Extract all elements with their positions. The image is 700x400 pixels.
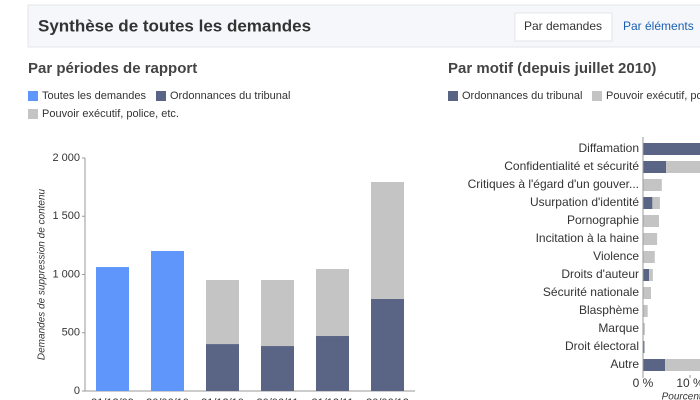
chart-title: Par périodes de rapport — [28, 60, 197, 77]
y-tick-label: 0 — [74, 385, 80, 397]
x-tick-label: 31/12/09 — [91, 397, 134, 400]
bar-segment — [96, 267, 129, 391]
legend-swatch — [156, 91, 166, 101]
bar-segment — [643, 251, 655, 263]
bar-segment — [666, 161, 700, 173]
legend-label: Pouvoir exécutif, police, etc. — [606, 90, 700, 102]
page-title: Synthèse de toutes les demandes — [38, 16, 311, 35]
legend-swatch — [592, 91, 602, 101]
bar-segment — [316, 336, 349, 391]
bar-segment — [261, 346, 294, 391]
bar-segment — [371, 181, 404, 299]
legend-label: Pouvoir exécutif, police, etc. — [42, 108, 179, 120]
chart-title: Par motif (depuis juillet 2010) — [448, 60, 656, 77]
bar-segment — [643, 323, 645, 335]
bar-segment — [643, 161, 667, 173]
tab-active[interactable] — [514, 12, 613, 42]
x-tick-label: 31/12/11 — [311, 397, 353, 400]
bar-segment — [643, 269, 650, 281]
bar-segment — [643, 179, 662, 191]
bar-segment — [643, 287, 651, 299]
x-tick-label: 30/06/10 — [146, 397, 189, 400]
category-label: Sécurité nationale — [543, 285, 639, 299]
legend-label: Ordonnances du tribunal — [170, 90, 290, 102]
category-label: Diffamation — [579, 141, 639, 155]
bar-segment — [643, 143, 700, 155]
bar-segment — [643, 197, 653, 209]
bar-segment — [643, 359, 666, 371]
tab[interactable]: Par éléments — [623, 19, 694, 33]
bar-segment — [316, 269, 349, 337]
x-tick-label: 30/06/11 — [256, 397, 298, 400]
legend-label: Toutes les demandes — [42, 90, 146, 102]
y-tick-label: 2 000 — [52, 152, 80, 164]
x-tick-label: 31/12/10 — [201, 397, 244, 400]
x-tick-label: 30/06/12 — [366, 397, 409, 400]
category-label: Autre — [610, 357, 639, 371]
y-axis-label: Demandes de suppression de contenu — [37, 188, 48, 360]
category-label: Violence — [593, 249, 639, 263]
y-tick-label: 1 500 — [52, 210, 80, 222]
legend-swatch — [448, 91, 458, 101]
x-tick-label: 0 % — [633, 376, 654, 390]
y-tick-label: 1 000 — [52, 268, 80, 280]
category-label: Confidentialité et sécurité — [504, 159, 639, 173]
bar-segment — [643, 215, 659, 227]
y-tick-label: 500 — [62, 327, 80, 339]
bar-segment — [261, 279, 294, 347]
legend-label: Ordonnances du tribunal — [462, 90, 582, 102]
bar-segment — [206, 344, 239, 391]
bar-segment — [643, 305, 648, 317]
category-label: Critiques à l'égard d'un gouver... — [468, 177, 639, 191]
legend-swatch — [28, 109, 38, 119]
bar-segment — [643, 233, 658, 245]
category-label: Droit électoral — [565, 339, 639, 353]
category-label: Droits d'auteur — [561, 267, 639, 281]
legend-swatch — [28, 91, 38, 101]
bar-segment — [652, 197, 660, 209]
category-label: Usurpation d'identité — [530, 195, 639, 209]
tab[interactable]: Par demandes — [524, 19, 602, 33]
category-label: Marque — [598, 321, 639, 335]
bar-segment — [649, 269, 653, 281]
x-axis-label: Pourcentage — [662, 392, 700, 400]
bar-segment — [206, 279, 239, 345]
bar-segment — [371, 298, 404, 391]
bar-segment — [643, 341, 645, 353]
category-label: Incitation à la haine — [536, 231, 640, 245]
category-label: Pornographie — [567, 213, 639, 227]
category-label: Blasphème — [579, 303, 639, 317]
x-tick-label: 10 % — [676, 376, 700, 390]
bar-segment — [151, 250, 184, 391]
bar-segment — [665, 359, 700, 371]
